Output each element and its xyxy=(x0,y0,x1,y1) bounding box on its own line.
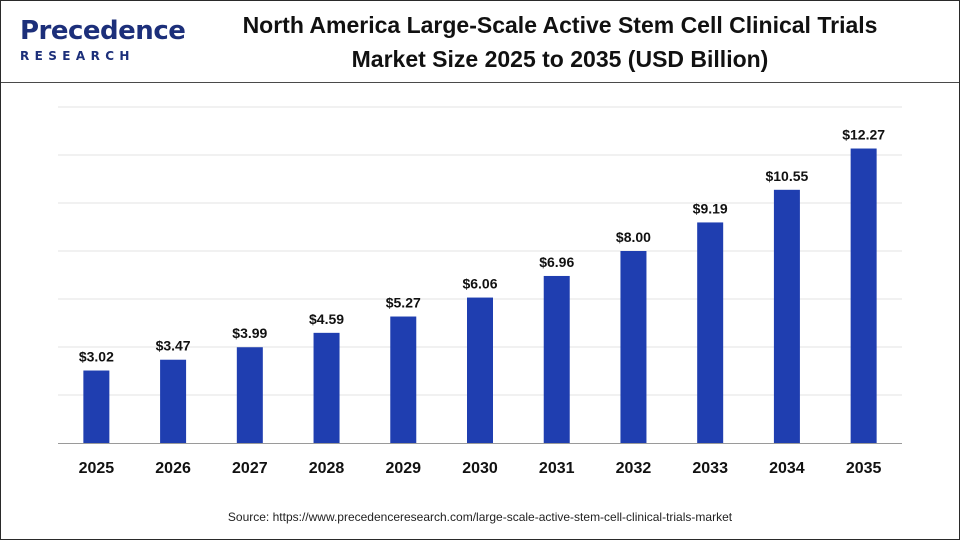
x-tick-2028: 2028 xyxy=(309,460,345,477)
x-tick-2029: 2029 xyxy=(385,460,421,477)
bar-2025 xyxy=(83,370,110,443)
data-label-2035: $12.27 xyxy=(842,127,885,143)
source-note: Source: https://www.precedenceresearch.c… xyxy=(227,510,733,524)
chart-title-line-1: North America Large-Scale Active Stem Ce… xyxy=(242,12,878,38)
bar-2030 xyxy=(467,297,493,443)
bar-2029 xyxy=(390,316,417,443)
x-tick-2026: 2026 xyxy=(155,460,191,477)
bar-2027 xyxy=(236,347,263,443)
data-label-2033: $9.19 xyxy=(693,200,728,216)
x-tick-2034: 2034 xyxy=(769,460,805,477)
x-tick-2025: 2025 xyxy=(79,460,115,477)
data-label-2032: $8.00 xyxy=(616,229,651,245)
precedence-research-logo: Precedence RESEARCH xyxy=(14,14,186,64)
x-tick-2035: 2035 xyxy=(846,460,882,477)
bars xyxy=(83,148,877,443)
data-label-2027: $3.99 xyxy=(232,325,267,341)
bar-2034 xyxy=(773,189,800,443)
x-tick-2033: 2033 xyxy=(692,460,728,477)
bar-2032 xyxy=(620,251,647,443)
data-label-2025: $3.02 xyxy=(79,349,114,365)
chart-title: North America Large-Scale Active Stem Ce… xyxy=(200,8,920,76)
logo-wordmark: Precedence xyxy=(20,16,186,46)
x-tick-2032: 2032 xyxy=(616,460,652,477)
x-tick-2027: 2027 xyxy=(232,460,268,477)
bar-2035 xyxy=(850,148,877,443)
data-labels: $3.02 $3.47 $3.99 $4.59 $5.27 $6.06 $6.96 $8.00… xyxy=(79,127,885,365)
x-axis-ticks: 2025 2026 2027 2028 2029 2030 2031 2032 2033 2034… xyxy=(79,460,882,477)
data-label-2030: $6.06 xyxy=(462,276,497,292)
x-tick-2030: 2030 xyxy=(462,460,498,477)
logo-subtitle: RESEARCH xyxy=(20,49,135,63)
data-label-2026: $3.47 xyxy=(156,338,191,354)
data-label-2031: $6.96 xyxy=(539,254,574,270)
bar-2031 xyxy=(543,275,570,443)
bar-chart: $3.02 $3.47 $3.99 $4.59 $5.27 $6.06 $6.96 $8.00… xyxy=(58,106,902,477)
header-divider xyxy=(1,82,959,83)
bar-2026 xyxy=(160,359,187,443)
data-label-2028: $4.59 xyxy=(309,311,344,327)
x-tick-2031: 2031 xyxy=(539,460,575,477)
chart-title-line-2: Market Size 2025 to 2035 (USD Billion) xyxy=(351,46,769,72)
bar-2033 xyxy=(697,222,724,443)
data-label-2029: $5.27 xyxy=(386,295,421,311)
data-label-2034: $10.55 xyxy=(765,168,808,184)
bar-2028 xyxy=(313,332,340,443)
